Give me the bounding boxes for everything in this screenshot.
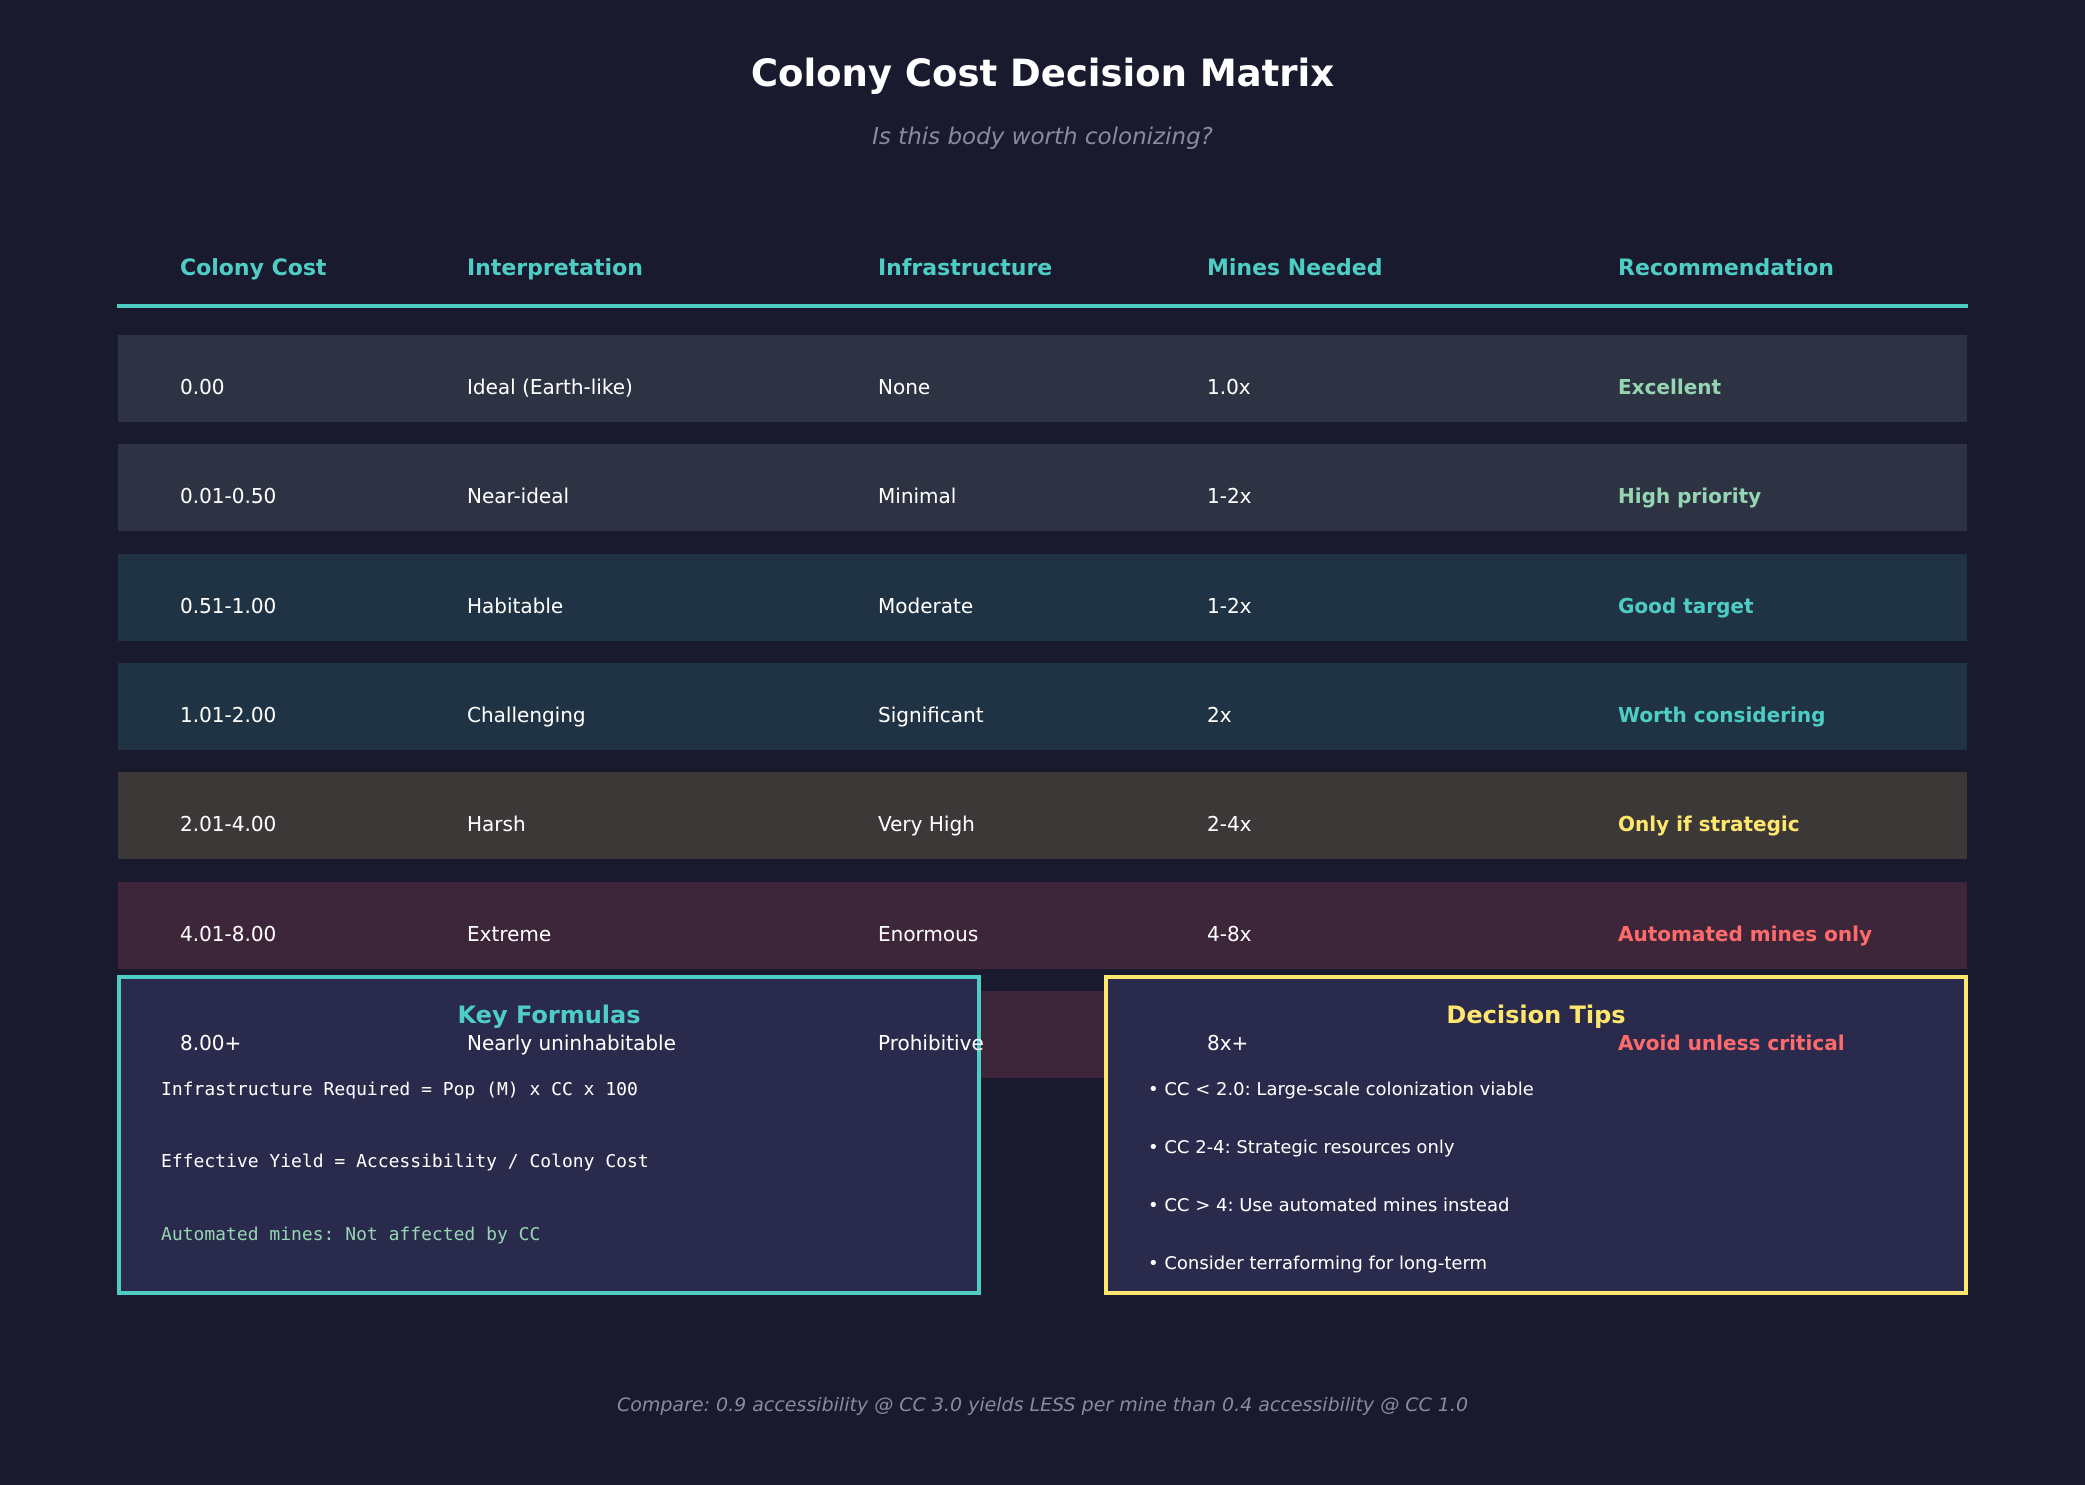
table-row [118, 881, 1967, 969]
cell-colony-cost: 1.01-2.00 [180, 702, 277, 727]
header-colony-cost: Colony Cost [180, 256, 327, 281]
formula-infrastructure: Infrastructure Required = Pop (M) x CC x… [161, 1079, 638, 1100]
cell-interpretation: Near-ideal [467, 484, 570, 509]
cell-interpretation: Harsh [467, 812, 526, 837]
cell-recommendation: Worth considering [1618, 702, 1826, 727]
cell-infrastructure: Enormous [878, 921, 979, 946]
tip-item: • Consider terraforming for long-term [1148, 1253, 1488, 1274]
cell-colony-cost: 0.01-0.50 [180, 484, 277, 509]
cell-recommendation: Excellent [1618, 375, 1722, 399]
cell-mines-needed: 2x [1207, 702, 1232, 727]
footer-note: Compare: 0.9 accessibility @ CC 3.0 yiel… [616, 1394, 1469, 1416]
header-mines-needed: Mines Needed [1207, 256, 1383, 281]
cell-infrastructure: Significant [878, 702, 984, 727]
page-subtitle: Is this body worth colonizing? [872, 124, 1213, 150]
header-recommendation: Recommendation [1618, 256, 1834, 281]
table-row [118, 444, 1967, 532]
header-interpretation: Interpretation [467, 256, 643, 281]
tip-item: • CC < 2.0: Large-scale colonization via… [1148, 1079, 1534, 1100]
decision-tips-panel: Decision Tips • CC < 2.0: Large-scale co… [1104, 975, 1968, 1295]
cell-infrastructure: Moderate [878, 593, 974, 618]
cell-recommendation: Only if strategic [1618, 812, 1800, 837]
decision-tips-title: Decision Tips [1446, 1001, 1626, 1029]
cell-infrastructure: Prohibitive [878, 1030, 984, 1055]
tip-item: • CC 2-4: Strategic resources only [1148, 1137, 1455, 1158]
cell-recommendation: High priority [1618, 484, 1762, 509]
cell-interpretation: Habitable [467, 593, 564, 618]
formula-note: Automated mines: Not affected by CC [161, 1224, 541, 1245]
cell-colony-cost: 0.51-1.00 [180, 593, 277, 618]
cell-colony-cost: 4.01-8.00 [180, 921, 277, 946]
cell-colony-cost: 0.00 [180, 375, 225, 399]
header-infrastructure: Infrastructure [878, 256, 1053, 281]
cell-interpretation: Nearly uninhabitable [467, 1030, 676, 1055]
cell-interpretation: Challenging [467, 702, 586, 727]
cell-infrastructure: Very High [878, 812, 975, 837]
formula-effective-yield: Effective Yield = Accessibility / Colony… [161, 1151, 649, 1172]
cell-recommendation: Good target [1618, 593, 1754, 618]
cell-colony-cost: 2.01-4.00 [180, 812, 277, 837]
cell-mines-needed: 2-4x [1207, 812, 1252, 837]
table-row [118, 662, 1967, 750]
cell-mines-needed: 1-2x [1207, 484, 1252, 509]
cell-mines-needed: 1-2x [1207, 593, 1252, 618]
cell-recommendation: Avoid unless critical [1618, 1030, 1845, 1055]
table-row [118, 335, 1967, 422]
cell-mines-needed: 4-8x [1207, 921, 1252, 946]
key-formulas-panel: Key Formulas Infrastructure Required = P… [117, 975, 981, 1295]
tip-item: • CC > 4: Use automated mines instead [1148, 1195, 1510, 1216]
header-divider [117, 304, 1968, 308]
cell-interpretation: Extreme [467, 921, 552, 946]
cell-interpretation: Ideal (Earth-like) [467, 375, 633, 399]
page-title: Colony Cost Decision Matrix [750, 52, 1335, 95]
cell-colony-cost: 8.00+ [180, 1030, 242, 1055]
key-formulas-title: Key Formulas [457, 1001, 641, 1029]
cell-infrastructure: None [878, 375, 931, 399]
table-row [118, 772, 1967, 860]
cell-mines-needed: 1.0x [1207, 375, 1251, 399]
table-row [118, 553, 1967, 641]
cell-recommendation: Automated mines only [1618, 921, 1872, 946]
cell-mines-needed: 8x+ [1207, 1030, 1249, 1055]
cell-infrastructure: Minimal [878, 484, 957, 509]
